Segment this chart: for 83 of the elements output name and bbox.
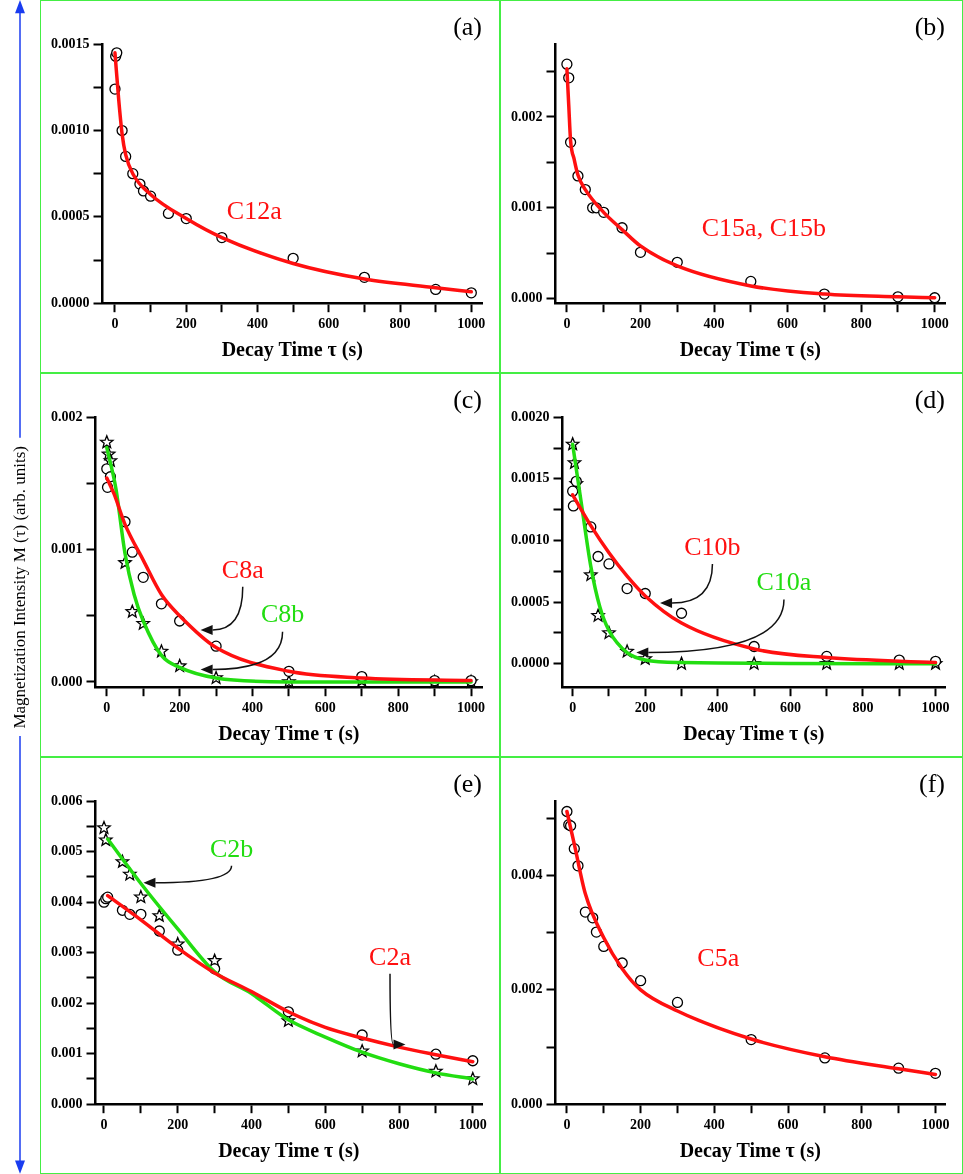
x-tick-label: 600	[777, 316, 799, 332]
y-tick-label: 0.0015	[511, 470, 550, 486]
y-tick-label: 0.001	[511, 199, 543, 215]
chart-title: (f)	[919, 769, 945, 799]
x-tick-label: 800	[850, 316, 872, 332]
y-tick-label: 0.0010	[51, 122, 90, 138]
x-tick-label: 800	[388, 1117, 410, 1133]
y-tick-label: 0.000	[511, 1095, 543, 1111]
x-tick-label: 1000	[457, 316, 486, 332]
x-tick-label: 400	[247, 316, 269, 332]
text: C8b	[260, 599, 305, 629]
x-tick-label: 200	[167, 1117, 189, 1133]
y-tick-label: 0.005	[51, 843, 83, 859]
y-axis-title: Magnetization Intensity M (τ) (arb. units)	[10, 444, 30, 731]
y-tick-label: 0.006	[51, 792, 83, 808]
y-tick-label: 0.001	[51, 1045, 83, 1061]
x-tick-label: 200	[630, 1117, 652, 1133]
y-tick-label: 0.0000	[511, 655, 550, 671]
y-tick-label: 0.0005	[511, 593, 550, 609]
y-tick-label: 0.002	[51, 408, 83, 424]
y-tick-label: 0.004	[51, 893, 83, 909]
x-tick-label: 200	[175, 316, 197, 332]
y-tick-label: 0.000	[51, 1095, 83, 1111]
series-label: C15a, C15b	[701, 213, 826, 243]
series-label: C12a	[226, 196, 283, 226]
x-tick-label: 200	[169, 700, 191, 716]
x-tick-label: 1000	[457, 700, 486, 716]
y-tick-label: 0.0020	[511, 408, 550, 424]
x-tick-label: 600	[314, 1117, 336, 1133]
chart-title: (d)	[914, 385, 945, 415]
text: C2b	[209, 833, 254, 863]
chart-title: (c)	[453, 385, 482, 415]
x-tick-label: 1000	[920, 316, 949, 332]
x-tick-label: 0	[563, 316, 571, 332]
text: C8a	[221, 554, 265, 584]
x-tick-label: 0	[111, 316, 119, 332]
y-tick-label: 0.003	[51, 944, 83, 960]
x-axis-title: Decay Time τ (s)	[218, 1139, 360, 1163]
x-tick-label: 0	[100, 1117, 108, 1133]
y-tick-label: 0.002	[51, 994, 83, 1010]
x-tick-label: 0	[103, 700, 111, 716]
x-tick-label: 0	[569, 700, 577, 716]
y-tick-label: 0.0015	[51, 35, 90, 51]
x-tick-label: 200	[634, 700, 656, 716]
x-tick-label: 800	[389, 316, 411, 332]
x-tick-label: 400	[241, 1117, 262, 1133]
y-tick-label: 0.0010	[511, 532, 550, 548]
x-axis-title: Decay Time τ (s)	[679, 338, 821, 362]
x-tick-label: 400	[703, 1117, 725, 1133]
y-tick-label: 0.004	[511, 867, 543, 883]
y-tick-label: 0.000	[51, 673, 83, 689]
y-tick-label: 0.0000	[51, 294, 90, 310]
text: C10a	[756, 567, 812, 597]
chart-title: (a)	[453, 12, 482, 42]
y-tick-label: 0.0005	[51, 208, 90, 224]
y-tick-label: 0.000	[511, 290, 543, 306]
x-tick-label: 200	[629, 316, 651, 332]
x-tick-label: 0	[563, 1117, 571, 1133]
x-tick-label: 800	[387, 700, 409, 716]
x-axis-title: Decay Time τ (s)	[679, 1139, 821, 1163]
x-tick-label: 600	[779, 700, 801, 716]
x-tick-label: 1000	[458, 1117, 487, 1133]
x-tick-label: 1000	[921, 1117, 950, 1133]
x-axis-title: Decay Time τ (s)	[683, 722, 825, 746]
x-tick-label: 600	[318, 316, 340, 332]
chart-title: (e)	[453, 769, 482, 799]
x-tick-label: 800	[852, 700, 874, 716]
text: C2a	[369, 941, 412, 971]
x-tick-label: 1000	[921, 700, 950, 716]
x-tick-label: 400	[703, 316, 725, 332]
x-tick-label: 600	[777, 1117, 799, 1133]
series-label: C5a	[697, 942, 740, 972]
text: C10b	[684, 531, 741, 561]
x-tick-label: 400	[242, 700, 263, 716]
x-tick-label: 800	[851, 1117, 873, 1133]
x-tick-label: 600	[314, 700, 336, 716]
y-tick-label: 0.002	[511, 108, 543, 124]
chart-title: (b)	[914, 12, 945, 42]
y-tick-label: 0.001	[51, 541, 83, 557]
x-tick-label: 400	[707, 700, 729, 716]
x-axis-title: Decay Time τ (s)	[221, 338, 363, 362]
y-tick-label: 0.002	[511, 981, 543, 997]
x-axis-title: Decay Time τ (s)	[218, 722, 360, 746]
